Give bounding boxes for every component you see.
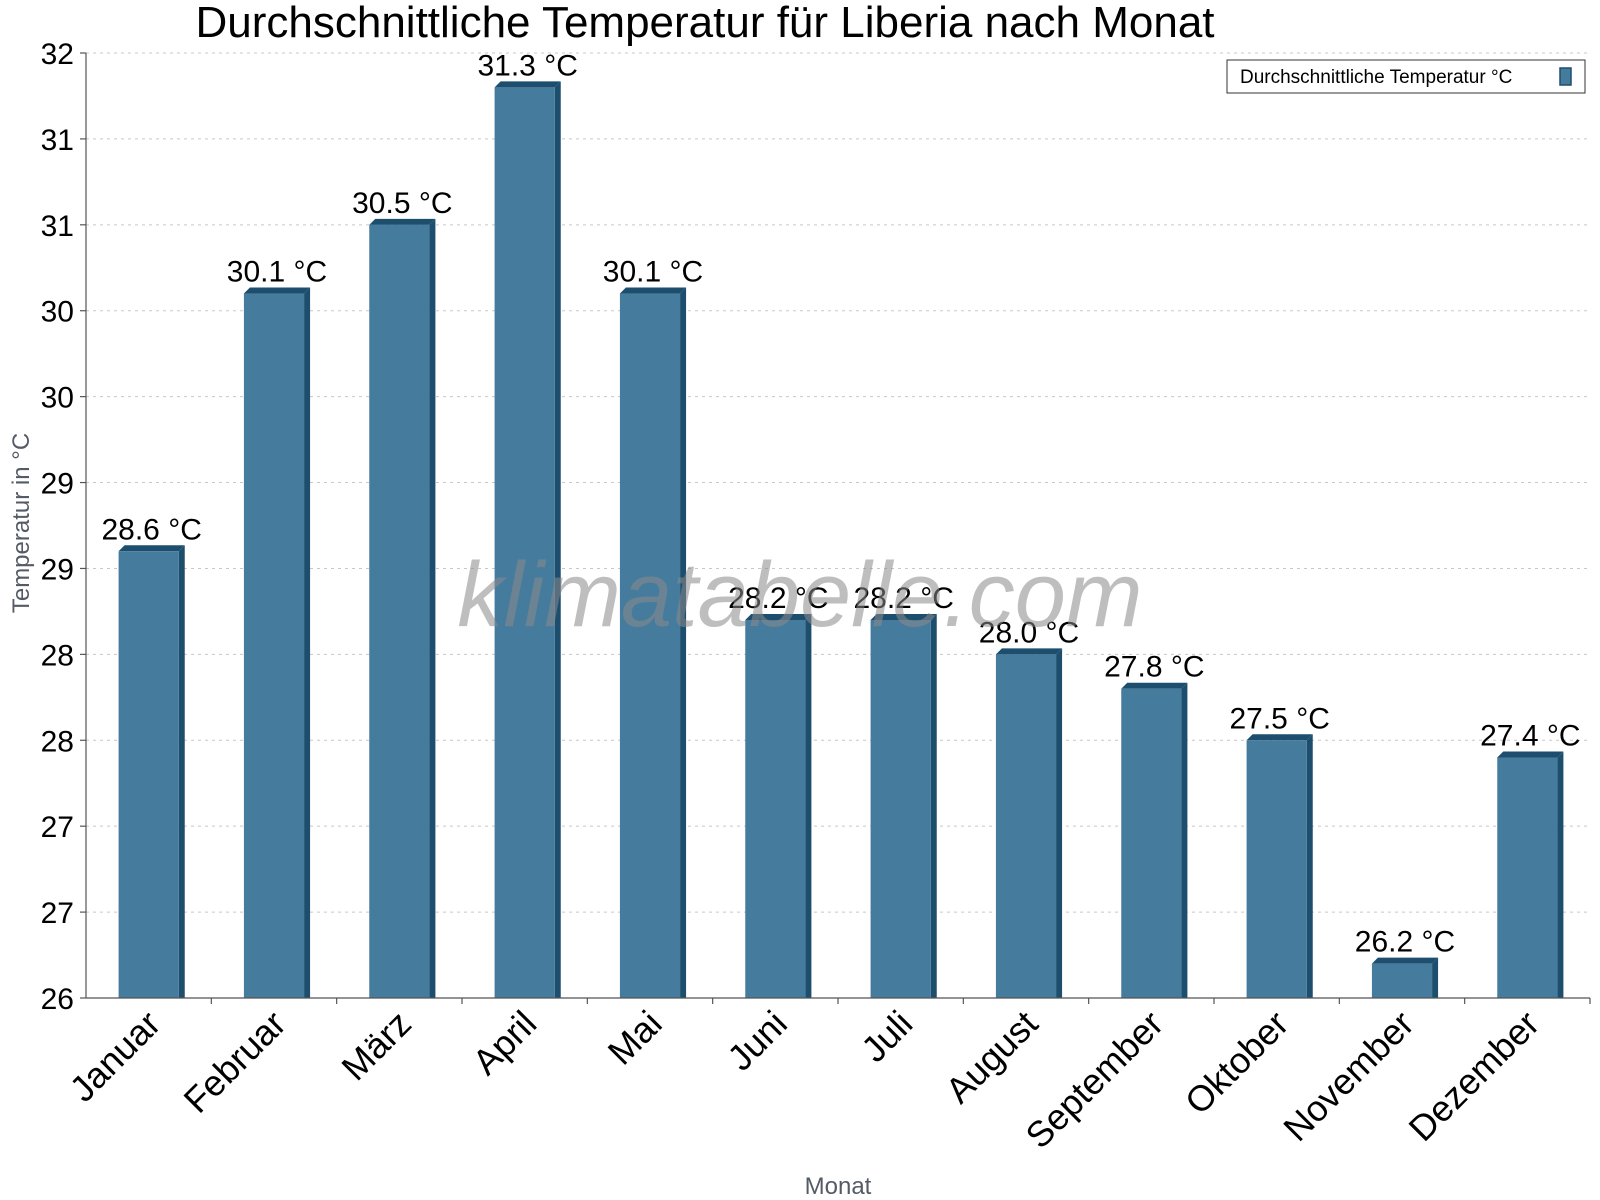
bar <box>745 620 806 998</box>
x-tick-label: April <box>464 1003 544 1083</box>
y-tick-label: 31 <box>41 210 74 243</box>
bar-side <box>680 287 687 999</box>
data-label: 30.1 °C <box>603 256 703 289</box>
x-tick-labels: Januar Februar März April Mai Juni Juli AugustS… <box>61 1003 1547 1157</box>
bar-top <box>745 614 812 620</box>
x-tick-label: Oktober <box>1177 1003 1297 1123</box>
x-tick-label: Juli <box>853 1003 920 1070</box>
x-tick-label: Mai <box>600 1003 670 1073</box>
bar <box>243 293 305 999</box>
bar-side <box>178 545 185 998</box>
bar-top <box>619 287 687 294</box>
x-axis-label: Monat <box>805 1173 872 1200</box>
bar-side <box>304 287 311 999</box>
x-tick-label: August <box>937 1003 1045 1111</box>
data-label: 27.5 °C <box>1229 702 1329 735</box>
bar-top <box>243 287 311 294</box>
bar <box>995 654 1057 998</box>
y-tick-label: 27 <box>41 897 74 930</box>
y-tick-label: 28 <box>41 725 74 758</box>
x-tick-label: März <box>333 1003 419 1089</box>
bar <box>118 551 179 998</box>
bar-side <box>930 614 937 998</box>
bar-top <box>1121 682 1188 689</box>
data-label: 27.4 °C <box>1480 719 1580 752</box>
y-tick-label: 28 <box>41 639 74 672</box>
x-tick-label: November <box>1275 1003 1421 1149</box>
bars <box>118 81 1564 999</box>
data-label: 28.2 °C <box>853 582 953 615</box>
bar-top <box>494 81 561 88</box>
data-label: 31.3 °C <box>477 49 577 82</box>
bar <box>494 87 555 998</box>
bar-side <box>1432 957 1439 998</box>
legend-box <box>1226 59 1586 94</box>
bar <box>1371 963 1433 998</box>
grid <box>86 52 1590 913</box>
y-tick-label: 26 <box>41 983 74 1016</box>
bar-top <box>1497 751 1564 758</box>
bar-side <box>429 218 436 998</box>
y-tick-label: 32 <box>41 38 74 71</box>
bar-side <box>805 614 812 998</box>
bar <box>1497 757 1558 998</box>
bar-side <box>1181 682 1188 998</box>
x-tick-label: Januar <box>61 1003 168 1110</box>
data-label: 30.1 °C <box>227 256 327 289</box>
legend: Durchschnittliche Temperatur °C <box>1226 59 1586 94</box>
data-label: 26.2 °C <box>1355 926 1455 959</box>
bar-top <box>118 545 185 552</box>
y-tick-label: 27 <box>41 811 74 844</box>
bar <box>870 620 931 998</box>
legend-swatch <box>1559 67 1572 86</box>
y-tick-label: 30 <box>41 382 74 415</box>
bar-top <box>1246 734 1313 741</box>
data-labels: 28.6 °C 30.1 °C 30.5 °C 31.3 °C 30.1 °C 28.2 … <box>101 49 1580 958</box>
bar-top <box>995 648 1063 655</box>
bar <box>369 224 430 998</box>
bar-top <box>1371 957 1439 964</box>
axes <box>80 52 1591 1004</box>
watermark: klimatabelle.com <box>457 544 1142 646</box>
data-label: 28.6 °C <box>101 513 201 546</box>
bar <box>1121 688 1182 998</box>
bar-top <box>369 218 436 225</box>
chart-title: Durchschnittliche Temperatur für Liberia… <box>195 0 1214 47</box>
data-label: 28.0 °C <box>979 616 1079 649</box>
bar-side <box>554 81 561 998</box>
y-tick-label: 30 <box>41 296 74 329</box>
data-label: 30.5 °C <box>352 187 452 220</box>
bar-side <box>1056 648 1063 998</box>
y-tick-label: 29 <box>41 468 74 501</box>
x-tick-label: Dezember <box>1401 1003 1547 1149</box>
bar <box>1246 740 1307 998</box>
bar-side <box>1306 734 1313 998</box>
data-label: 27.8 °C <box>1104 651 1204 684</box>
bar-top <box>870 614 937 620</box>
bar-side <box>1557 751 1564 998</box>
x-tick-label: September <box>1017 1003 1171 1157</box>
data-label: 28.2 °C <box>728 582 828 615</box>
y-tick-label: 31 <box>41 124 74 157</box>
y-tick-labels: 26 27 27 28 28 29 29 30 30 31 31 32 <box>41 38 74 1016</box>
legend-label: Durchschnittliche Temperatur °C <box>1240 67 1512 88</box>
x-tick-label: Februar <box>176 1003 294 1121</box>
x-tick-label: Juni <box>719 1003 795 1079</box>
y-tick-label: 29 <box>41 553 74 586</box>
bar <box>619 293 681 999</box>
y-axis-label: Temperatur in °C <box>8 433 35 613</box>
